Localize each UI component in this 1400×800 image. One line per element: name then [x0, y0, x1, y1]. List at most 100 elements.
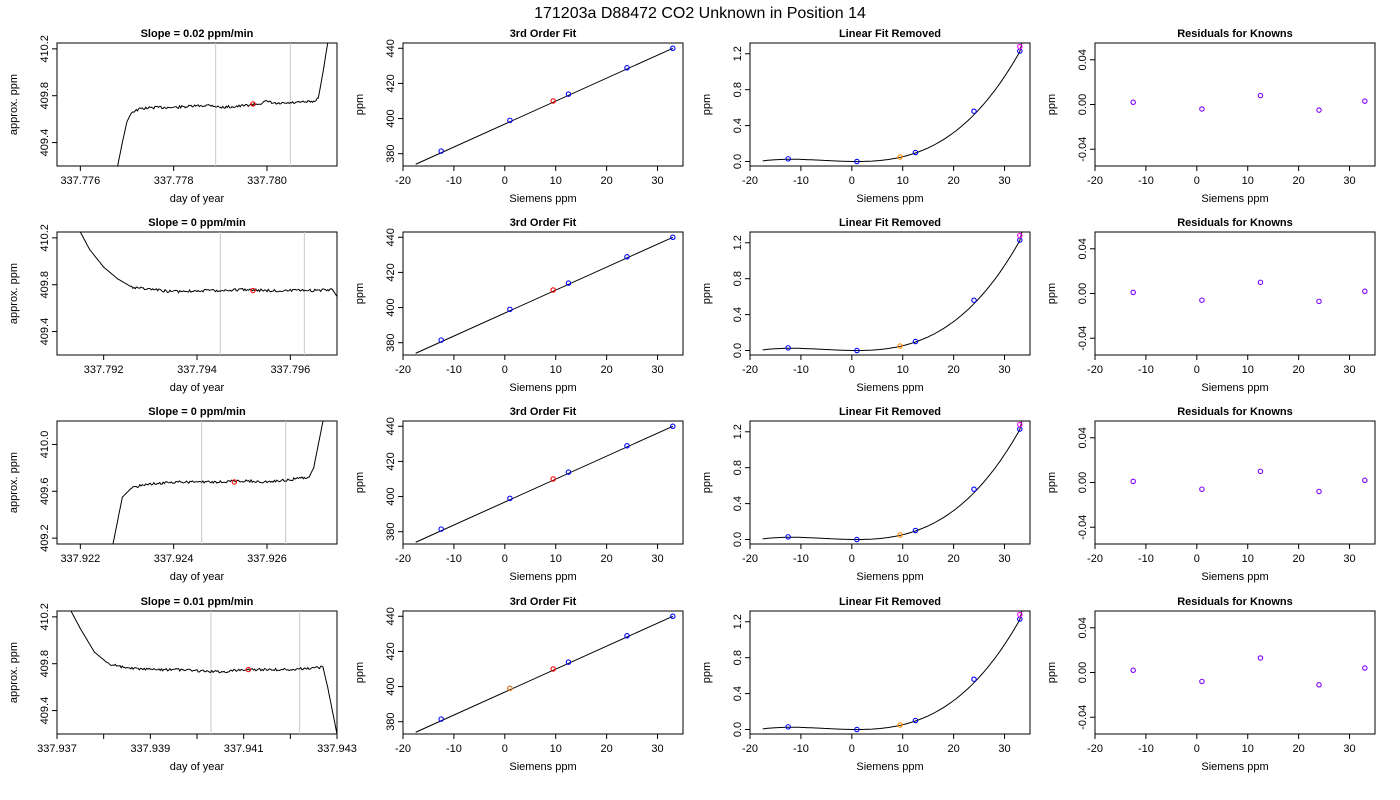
plot-frame [1094, 610, 1376, 735]
x-axis-label: day of year [170, 193, 225, 205]
y-axis-label: ppm [701, 94, 713, 115]
plot-area [1130, 92, 1368, 113]
x-tick-label: 337.776 [60, 175, 100, 187]
data-point [912, 149, 919, 156]
data-point [854, 347, 860, 354]
x-tick-label: 30 [1343, 743, 1355, 755]
plot-frame [1094, 42, 1376, 167]
x-tick-label: 0 [1194, 553, 1200, 565]
x-tick-label: 337.939 [130, 743, 170, 755]
x-tick-label: 30 [998, 553, 1010, 565]
y-tick-label: 440 [385, 39, 397, 57]
x-tick-label: 20 [1293, 553, 1305, 565]
concentration-trace [70, 611, 337, 734]
x-tick-label: 337.926 [247, 553, 287, 565]
data-point [1017, 232, 1023, 239]
y-tick-label: 409.4 [39, 318, 51, 346]
x-tick-label: -20 [1087, 553, 1103, 565]
data-point [1257, 279, 1264, 286]
unknown-mean-marker [250, 287, 256, 294]
x-tick-label: -20 [742, 743, 758, 755]
x-tick-label: 20 [948, 743, 960, 755]
data-point [971, 108, 977, 114]
y-tick-label: 0.04 [1077, 49, 1089, 70]
x-tick-label: -10 [446, 364, 462, 376]
plot-area [70, 611, 337, 734]
x-tick-label: 337.778 [154, 175, 194, 187]
data-point [507, 306, 513, 313]
x-tick-label: 337.924 [154, 553, 194, 565]
data-point [912, 338, 919, 345]
panel-3-3: Linear Fit Removed -20 -10 0 10 20 30 0.0 0.4 0.8… [701, 406, 1031, 583]
y-tick-label: 0.4 [732, 307, 744, 322]
x-tick-label: -20 [742, 364, 758, 376]
figure-title: 171203a D88472 CO2 Unknown in Position 1… [534, 5, 866, 22]
nonlinear-curve [762, 611, 1023, 730]
y-tick-label: 1.2 [732, 46, 744, 61]
panel-title: 3rd Order Fit [510, 406, 577, 418]
panel-grid: Slope = 0.02 ppm/min 337.776 337.778 337.78… [8, 28, 1376, 773]
nonlinear-curve [762, 421, 1023, 540]
x-tick-label: -10 [446, 175, 462, 187]
data-point [971, 676, 977, 682]
plot-area [112, 421, 324, 544]
data-point [507, 685, 513, 692]
x-tick-label: -20 [395, 743, 411, 755]
plot-area [762, 43, 1023, 165]
panel-1-1: Slope = 0.02 ppm/min 337.776 337.778 337.78… [8, 28, 338, 205]
x-tick-label: 20 [601, 364, 613, 376]
plot-frame [749, 231, 1031, 356]
x-tick-label: 30 [998, 743, 1010, 755]
data-point [670, 423, 676, 430]
x-tick-label: -10 [793, 175, 809, 187]
y-axis-label: ppm [1046, 662, 1058, 683]
unknown-mean-marker [245, 666, 252, 673]
x-tick-label: 0 [849, 743, 855, 755]
x-axis-label: Siemens ppm [509, 571, 576, 583]
x-tick-label: 30 [1343, 175, 1355, 187]
x-tick-label: 337.922 [60, 553, 100, 565]
y-tick-label: 0.0 [732, 343, 744, 358]
data-point [1362, 98, 1368, 104]
data-point [1257, 655, 1264, 661]
unknown-mean-marker [250, 101, 256, 107]
data-point [912, 527, 919, 534]
data-point [897, 343, 903, 349]
x-tick-label: 20 [1293, 743, 1305, 755]
plot-frame [749, 610, 1031, 735]
x-tick-label: 10 [1242, 175, 1254, 187]
data-point [1199, 678, 1205, 685]
x-tick-label: 10 [897, 364, 909, 376]
y-tick-label: 400 [385, 487, 397, 505]
x-tick-label: 20 [948, 553, 960, 565]
x-tick-label: -10 [793, 364, 809, 376]
data-point [971, 297, 977, 303]
x-tick-label: 30 [1343, 553, 1355, 565]
y-axis-label: ppm [354, 283, 366, 304]
nonlinear-curve [762, 232, 1023, 351]
data-point [1017, 43, 1023, 50]
x-tick-label: 0 [1194, 743, 1200, 755]
x-tick-label: -10 [793, 743, 809, 755]
data-point [438, 716, 444, 722]
x-tick-label: 10 [897, 743, 909, 755]
plot-area [415, 423, 676, 543]
data-point [971, 486, 977, 492]
panel-2-2: 3rd Order Fit -20 -10 0 10 20 30 380 400 420 440 Si… [354, 217, 684, 394]
y-tick-label: 0.8 [732, 82, 744, 97]
x-axis-label: Siemens ppm [509, 193, 576, 205]
y-axis-label: approx. ppm [8, 642, 20, 703]
panel-4-2: 3rd Order Fit -20 -10 0 10 20 30 380 400 420 440 Si… [354, 596, 684, 773]
y-tick-label: 409.6 [39, 478, 51, 506]
data-point [785, 345, 791, 351]
y-tick-label: 0.4 [732, 686, 744, 701]
data-point [1257, 92, 1264, 99]
data-point [507, 117, 513, 124]
y-tick-label: 410.2 [39, 35, 51, 63]
x-tick-label: -20 [395, 553, 411, 565]
y-tick-label: 380 [385, 145, 397, 163]
y-tick-label: 0.0 [732, 154, 744, 169]
data-point [670, 613, 676, 620]
data-point [1316, 682, 1322, 688]
